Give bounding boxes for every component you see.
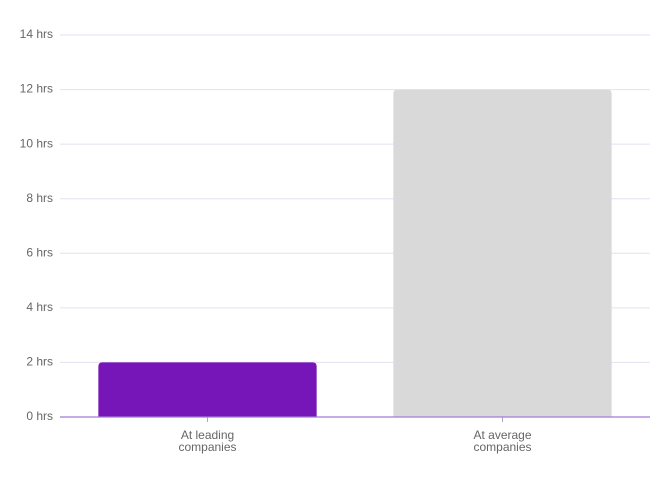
y-tick-label: 8 hrs xyxy=(26,191,53,205)
y-tick-label: 4 hrs xyxy=(26,300,53,314)
x-tick-label: At leading companies xyxy=(178,428,237,454)
y-tick-label: 2 hrs xyxy=(26,355,53,369)
y-tick-label: 10 hrs xyxy=(20,136,53,150)
y-tick-label: 14 hrs xyxy=(20,27,53,41)
bar xyxy=(393,89,612,418)
y-tick-label: 0 hrs xyxy=(26,409,53,423)
bar xyxy=(98,362,317,417)
y-tick-label: 12 hrs xyxy=(20,82,53,96)
y-tick-label: 6 hrs xyxy=(26,245,53,259)
x-tick-label: At average companies xyxy=(473,428,532,454)
